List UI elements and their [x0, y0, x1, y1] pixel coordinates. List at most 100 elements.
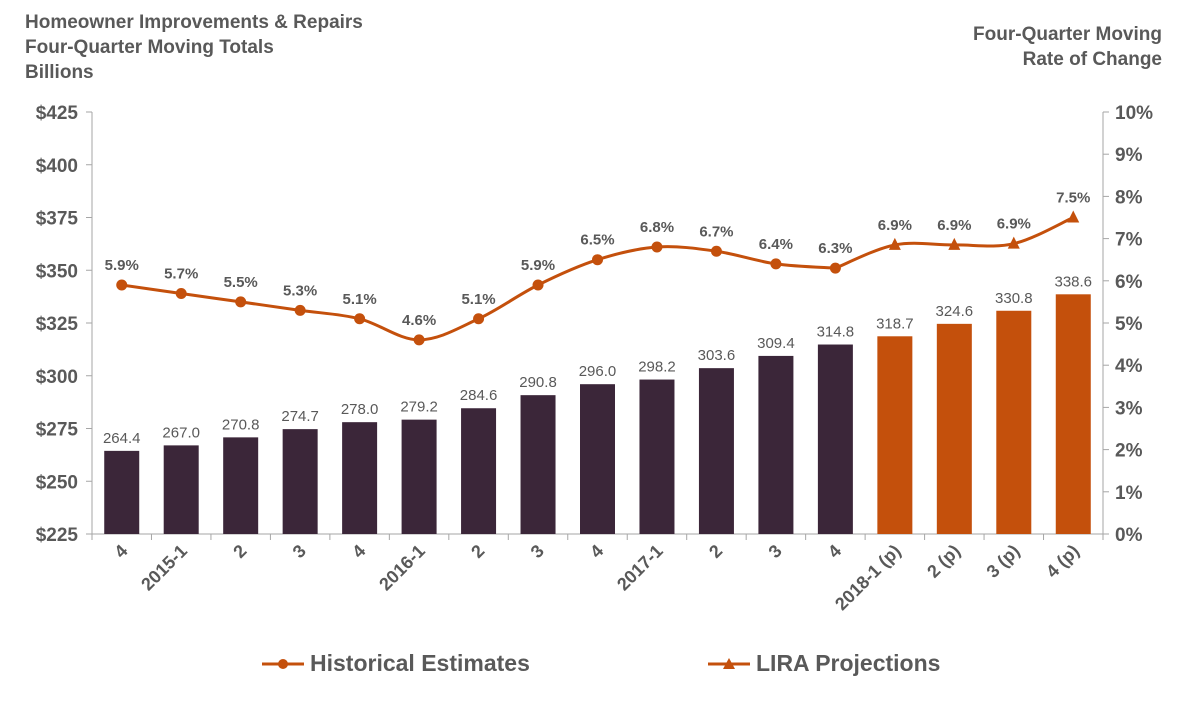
right-tick-label: 8%	[1115, 187, 1143, 208]
left-axis-title: Homeowner Improvements & Repairs Four-Qu…	[25, 10, 363, 85]
bar	[877, 336, 913, 534]
rate-value-label: 4.6%	[402, 312, 436, 329]
x-tick-label: 3	[765, 541, 786, 562]
x-tick-label: 4	[586, 541, 607, 562]
rate-value-label: 6.9%	[997, 216, 1031, 233]
bar-value-label: 318.7	[876, 315, 914, 332]
x-tick-label: 2 (p)	[923, 541, 964, 582]
rate-value-label: 6.5%	[580, 232, 614, 249]
rate-value-label: 5.5%	[224, 274, 258, 291]
bar	[104, 450, 140, 534]
bar	[758, 355, 794, 534]
rate-value-label: 6.4%	[759, 236, 793, 253]
rate-value-label: 6.8%	[640, 219, 674, 236]
left-title-line-1: Homeowner Improvements & Repairs	[25, 12, 363, 33]
historical-point	[413, 334, 425, 346]
bar-value-label: 296.0	[579, 363, 617, 380]
bar	[342, 422, 378, 534]
bar-value-label: 330.8	[995, 290, 1033, 307]
right-title-line-1: Four-Quarter Moving	[973, 24, 1162, 45]
historical-point	[235, 296, 247, 308]
bar	[163, 445, 199, 534]
x-tick-label: 3 (p)	[983, 541, 1024, 582]
legend-label-historical: Historical Estimates	[310, 650, 530, 676]
bar-value-label: 338.6	[1054, 273, 1092, 290]
left-tick-label: $375	[36, 209, 79, 230]
right-tick-label: 5%	[1115, 314, 1143, 335]
right-tick-label: 4%	[1115, 356, 1143, 377]
left-title-line-2: Four-Quarter Moving Totals	[25, 37, 274, 58]
x-tick-label: 3	[527, 541, 548, 562]
rate-value-label: 6.9%	[937, 217, 971, 234]
historical-point	[651, 241, 663, 253]
left-tick-label: $325	[36, 314, 79, 335]
right-axis-title: Four-Quarter Moving Rate of Change	[973, 22, 1162, 72]
historical-point	[294, 304, 306, 316]
bar	[401, 419, 437, 534]
historical-point	[770, 258, 782, 270]
right-tick-label: 7%	[1115, 230, 1143, 251]
bar	[461, 408, 497, 534]
historical-point	[354, 313, 366, 325]
bar	[580, 384, 615, 534]
legend-label-projections: LIRA Projections	[756, 650, 941, 676]
rate-value-label: 5.7%	[164, 265, 198, 282]
bar	[698, 368, 734, 534]
rate-value-label: 5.1%	[343, 291, 377, 308]
rate-value-label: 5.9%	[521, 257, 555, 274]
x-tick-label: 2018-1 (p)	[831, 541, 905, 615]
rate-value-label: 6.7%	[699, 223, 733, 240]
rate-value-label: 5.3%	[283, 282, 317, 299]
bar	[223, 437, 259, 534]
historical-point	[175, 287, 187, 299]
bar-value-label: 298.2	[638, 359, 676, 376]
left-tick-label: $300	[36, 367, 78, 388]
left-tick-label: $225	[36, 525, 79, 546]
rate-value-label: 7.5%	[1056, 190, 1090, 207]
bar-value-label: 279.2	[400, 399, 438, 416]
bar	[936, 323, 972, 534]
legend-item-historical[interactable]: Historical Estimates	[262, 650, 530, 677]
bar-value-label: 290.8	[519, 374, 557, 391]
rate-value-label: 5.1%	[461, 291, 495, 308]
bar-value-label: 303.6	[698, 347, 736, 364]
right-tick-label: 0%	[1115, 525, 1143, 546]
x-tick-label: 2015-1	[137, 541, 191, 595]
projection-point	[888, 237, 901, 250]
projection-point	[1067, 210, 1080, 223]
right-tick-label: 2%	[1115, 441, 1143, 462]
x-tick-label: 4	[110, 541, 131, 562]
bar	[817, 344, 853, 534]
x-tick-label: 4	[824, 541, 845, 562]
right-title-line-2: Rate of Change	[1022, 49, 1162, 70]
right-tick-label: 1%	[1115, 483, 1143, 504]
bar-value-label: 274.7	[281, 408, 319, 425]
historical-point	[473, 313, 485, 325]
historical-point	[592, 254, 603, 266]
left-tick-label: $425	[36, 103, 79, 124]
projection-point	[948, 237, 961, 250]
bar	[639, 379, 675, 534]
bar	[520, 395, 556, 534]
right-tick-label: 3%	[1115, 398, 1143, 419]
historical-point	[116, 279, 128, 291]
x-tick-label: 2	[467, 541, 488, 562]
legend: Historical Estimates LIRA Projections	[0, 650, 1200, 690]
bar	[996, 310, 1032, 534]
right-tick-label: 10%	[1115, 103, 1153, 124]
left-tick-label: $250	[36, 472, 78, 493]
bar-value-label: 278.0	[341, 401, 379, 418]
bar	[1055, 294, 1091, 534]
rate-value-label: 5.9%	[105, 257, 139, 274]
historical-point	[532, 279, 544, 291]
bar-value-label: 284.6	[460, 387, 498, 404]
circle-marker-icon	[262, 658, 304, 669]
bar-value-label: 267.0	[162, 424, 200, 441]
legend-item-projections[interactable]: LIRA Projections	[708, 650, 940, 677]
left-tick-label: $350	[36, 261, 78, 282]
right-tick-label: 6%	[1115, 272, 1143, 293]
x-tick-label: 2016-1	[375, 541, 429, 595]
historical-point	[829, 262, 841, 274]
bar-value-label: 309.4	[757, 335, 795, 352]
